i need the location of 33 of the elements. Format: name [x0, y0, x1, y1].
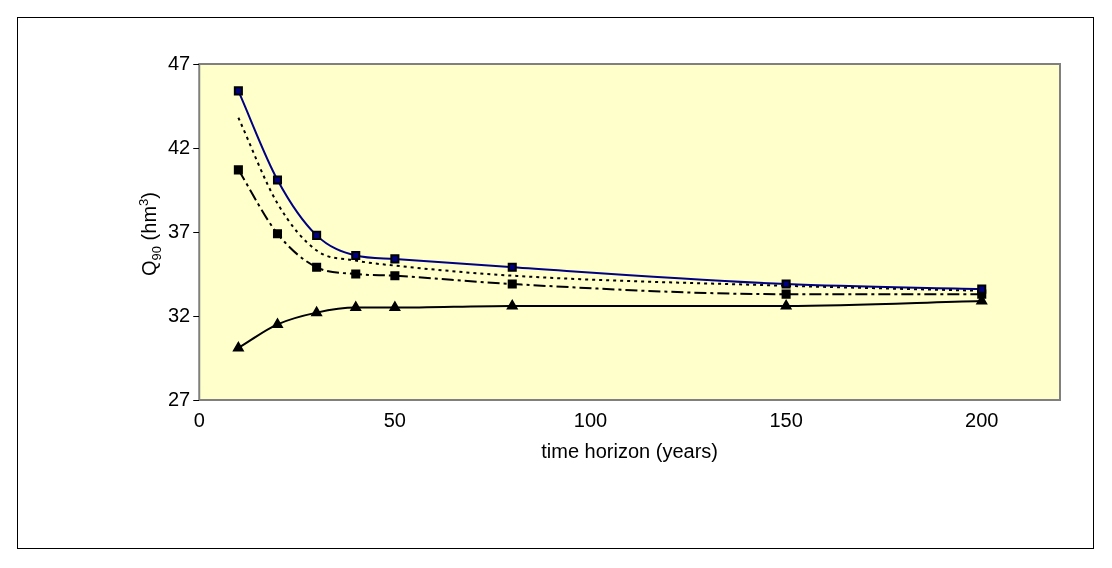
point: [389, 301, 401, 312]
y-tick-label: 32: [168, 303, 191, 326]
point: [351, 269, 361, 279]
point: [350, 301, 362, 312]
point: [507, 279, 517, 289]
x-tick-label: 200: [965, 408, 999, 431]
point: [781, 289, 791, 299]
x-tick-label: 100: [573, 408, 608, 431]
point: [506, 299, 518, 310]
point: [507, 262, 517, 272]
x-axis-title: time horizon (years): [541, 439, 718, 462]
point: [781, 279, 791, 289]
point: [311, 306, 322, 317]
x-tick-label: 150: [769, 408, 803, 431]
y-tick-label: 47: [168, 51, 191, 74]
point: [312, 230, 322, 240]
point: [233, 165, 243, 175]
point: [390, 271, 400, 281]
y-tick-label: 42: [168, 135, 191, 158]
point: [351, 250, 361, 261]
point: [390, 254, 400, 264]
point: [312, 262, 322, 272]
point: [977, 284, 987, 294]
point: [233, 86, 243, 96]
y-tick-label: 37: [168, 219, 191, 242]
point: [272, 318, 283, 328]
x-tick-label: 50: [383, 408, 406, 431]
y-tick-label: 27: [168, 387, 191, 410]
x-tick-label: 0: [193, 408, 205, 431]
point: [780, 299, 792, 310]
point: [272, 229, 283, 239]
point: [233, 341, 244, 352]
point: [272, 175, 283, 185]
